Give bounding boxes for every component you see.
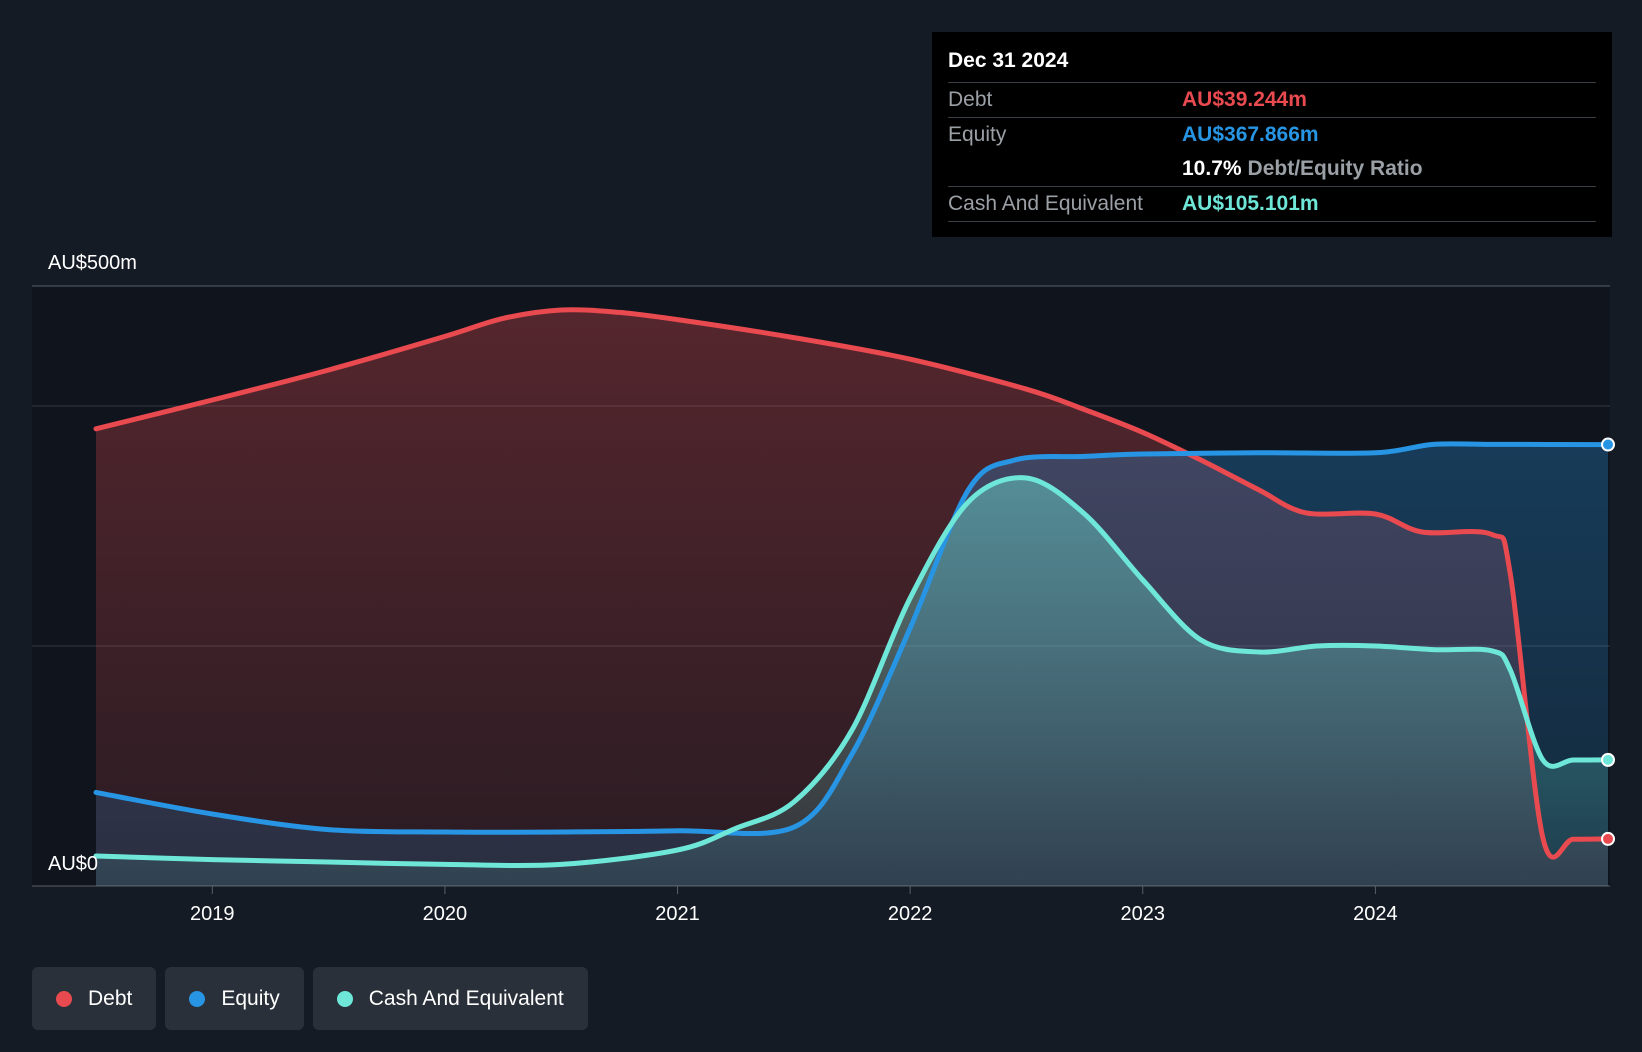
cash-area (96, 477, 1608, 886)
y-axis-min-label: AU$0 (48, 853, 98, 875)
legend-label-debt: Debt (88, 986, 133, 1010)
cash-line (93, 475, 1611, 869)
chart-legend: Debt Equity Cash And Equivalent (32, 967, 588, 1030)
tooltip-cash-label: Cash And Equivalent (948, 192, 1143, 215)
tooltip-row-ratio: 10.7% Debt/Equity Ratio (948, 152, 1596, 187)
tooltip-ratio-label: Debt/Equity Ratio (1247, 157, 1423, 180)
tooltip-row-debt: Debt AU$39.244m (948, 83, 1596, 118)
legend-item-cash[interactable]: Cash And Equivalent (312, 967, 588, 1030)
equity-end-marker (1601, 437, 1615, 452)
tooltip-cash-value: AU$105.101m (1182, 192, 1319, 215)
tooltip-equity-value: AU$367.866m (1182, 123, 1319, 146)
tooltip-debt-value: AU$39.244m (1182, 88, 1307, 111)
legend-dot-equity (189, 990, 206, 1007)
legend-item-equity[interactable]: Equity (165, 967, 304, 1030)
tooltip-ratio-spacer (948, 152, 1182, 186)
legend-dot-cash (336, 990, 353, 1007)
x-tick-label-2021: 2021 (655, 903, 700, 925)
x-tick-label-2022: 2022 (888, 903, 933, 925)
x-tick-label-2019: 2019 (190, 903, 235, 925)
tooltip-date: Dec 31 2024 (948, 46, 1596, 83)
legend-label-equity: Equity (221, 986, 280, 1010)
legend-item-debt[interactable]: Debt (32, 967, 157, 1030)
tooltip-ratio-value: 10.7% (1182, 157, 1242, 180)
tooltip-equity-label: Equity (948, 123, 1007, 146)
x-axis-ticks: 2019 2020 2021 2022 2023 2024 (190, 886, 1398, 925)
series-areas (96, 309, 1608, 887)
debt-line (93, 307, 1611, 860)
legend-label-cash: Cash And Equivalent (368, 986, 564, 1010)
equity-line (93, 441, 1611, 837)
debt-end-marker (1601, 831, 1615, 846)
legend-dot-debt (56, 990, 72, 1007)
y-axis-max-label: AU$500m (48, 252, 137, 274)
tooltip-debt-label: Debt (948, 88, 993, 111)
tooltip-panel: Dec 31 2024 Debt AU$39.244m Equity AU$36… (932, 32, 1612, 237)
x-tick-label-2024: 2024 (1353, 903, 1398, 925)
series-lines (93, 307, 1611, 869)
x-tick-label-2023: 2023 (1121, 903, 1166, 925)
x-tick-label-2020: 2020 (423, 903, 468, 925)
series-end-markers (1601, 437, 1615, 846)
tooltip-row-equity: Equity AU$367.866m (948, 118, 1596, 152)
tooltip-row-cash: Cash And Equivalent AU$105.101m (948, 187, 1596, 222)
cash-end-marker (1601, 752, 1615, 767)
